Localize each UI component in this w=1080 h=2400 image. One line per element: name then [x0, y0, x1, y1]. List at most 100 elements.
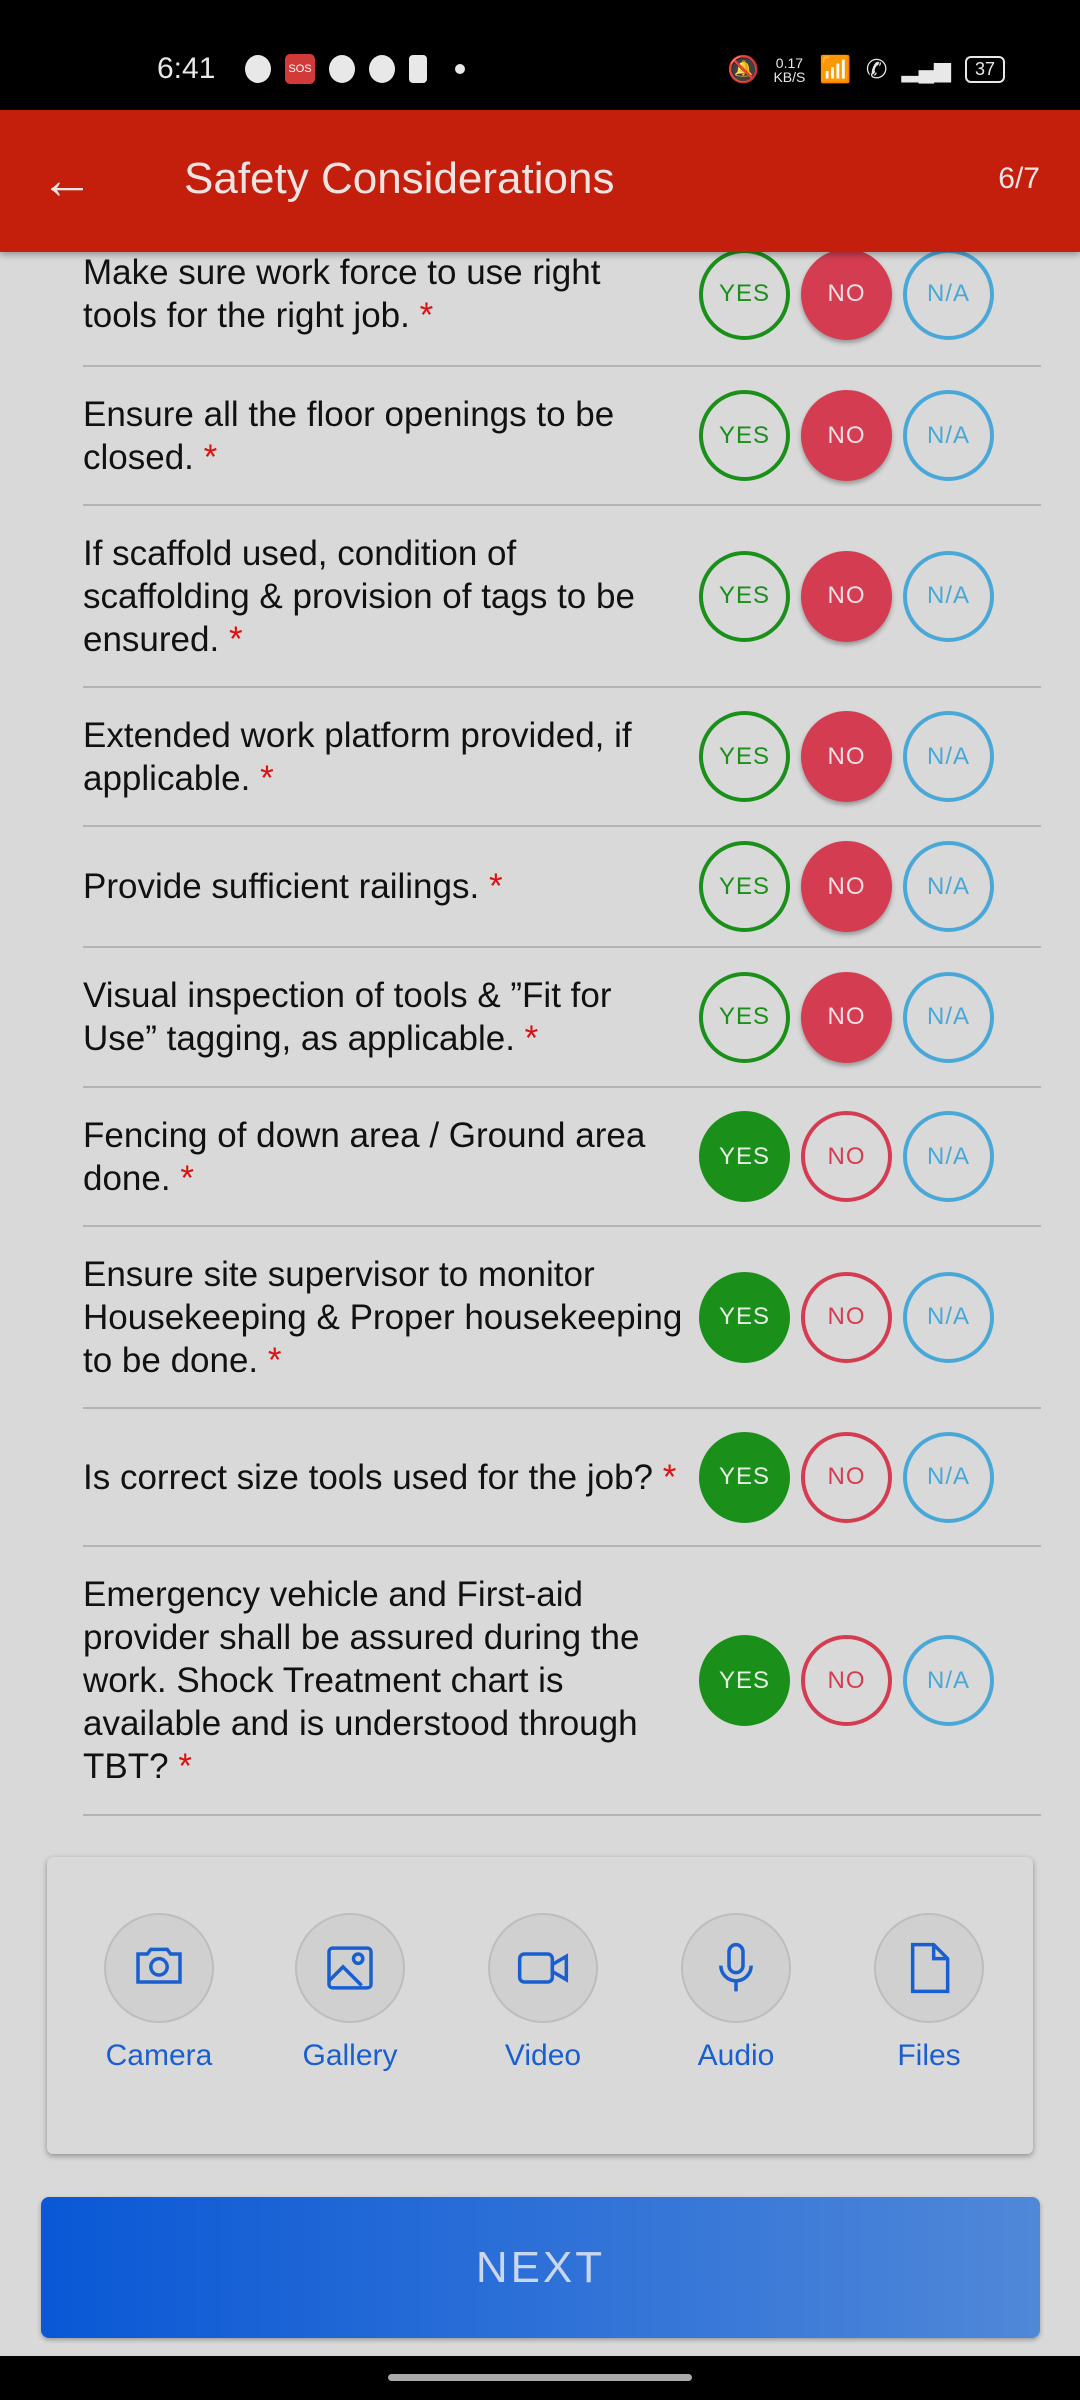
mute-icon: 🔕: [727, 54, 760, 84]
yes-option-button[interactable]: YES: [699, 971, 790, 1063]
answer-options: YES NO N/A: [699, 390, 994, 481]
na-option-button[interactable]: N/A: [903, 711, 994, 802]
na-option-button[interactable]: N/A: [903, 1431, 994, 1523]
answer-options: YES NO N/A: [699, 1111, 994, 1202]
question-text: Fencing of down area / Ground area done.…: [83, 1115, 646, 1198]
gallery-icon[interactable]: [295, 1913, 405, 2023]
required-mark: *: [524, 1019, 539, 1058]
question-row: Is correct size tools used for the job? …: [83, 1409, 1041, 1547]
no-option-button[interactable]: NO: [801, 390, 892, 481]
attach-camera-button[interactable]: Camera: [84, 1913, 234, 2073]
home-handle[interactable]: [388, 2374, 692, 2381]
app-a-icon: [369, 55, 395, 83]
question-text: Extended work platform provided, if appl…: [83, 715, 632, 798]
no-option-button[interactable]: NO: [801, 971, 892, 1063]
yes-option-button[interactable]: YES: [699, 248, 790, 340]
answer-options: YES NO N/A: [699, 841, 994, 932]
no-option-button[interactable]: NO: [801, 1431, 892, 1523]
attach-label: Camera: [105, 2039, 213, 2072]
more-dot-icon: [455, 64, 465, 74]
status-bar: 6:41 SOS 🔕 0.17 KB/S 📶 ✆ ▂▄▆ 37: [0, 0, 1080, 110]
question-row: Visual inspection of tools & ”Fit for Us…: [83, 948, 1041, 1088]
yes-option-button[interactable]: YES: [699, 390, 790, 481]
question-row: Make sure work force to use right tools …: [83, 223, 1041, 367]
signal-icon: ▂▄▆: [901, 56, 951, 82]
attach-gallery-button[interactable]: Gallery: [275, 1913, 425, 2073]
no-option-button[interactable]: NO: [801, 1271, 892, 1363]
yes-option-button[interactable]: YES: [699, 550, 790, 642]
camera-icon[interactable]: [104, 1913, 214, 2023]
na-option-button[interactable]: N/A: [903, 1111, 994, 1202]
wifi-icon: 📶: [819, 54, 852, 84]
question-row: Extended work platform provided, if appl…: [83, 688, 1041, 827]
no-option-button[interactable]: NO: [801, 550, 892, 642]
navigation-bar: [0, 2356, 1080, 2400]
required-mark: *: [488, 867, 503, 906]
microphone-icon[interactable]: [681, 1913, 791, 2023]
attach-label: Video: [504, 2039, 582, 2072]
page-title: Safety Considerations: [184, 154, 615, 203]
question-text: Make sure work force to use right tools …: [83, 253, 601, 335]
file-icon[interactable]: [874, 1913, 984, 2023]
question-row: Fencing of down area / Ground area done.…: [83, 1088, 1041, 1227]
yes-option-button[interactable]: YES: [699, 1635, 790, 1726]
notification-icon: [329, 55, 355, 83]
answer-options: YES NO N/A: [699, 248, 994, 340]
na-option-button[interactable]: N/A: [903, 248, 994, 340]
yes-option-button[interactable]: YES: [699, 841, 790, 932]
sos-icon: SOS: [285, 54, 315, 84]
video-icon[interactable]: [488, 1913, 598, 2023]
attach-label: Audio: [697, 2039, 775, 2072]
attach-video-button[interactable]: Video: [468, 1913, 618, 2073]
yes-option-button[interactable]: YES: [699, 711, 790, 802]
na-option-button[interactable]: N/A: [903, 390, 994, 481]
question-row: Ensure all the floor openings to be clos…: [83, 367, 1041, 506]
bing-icon: [409, 55, 427, 83]
question-text: Ensure site supervisor to monitor Housek…: [83, 1254, 683, 1380]
required-mark: *: [203, 437, 218, 477]
question-row: Provide sufficient railings. * YES NO N/A: [83, 827, 1041, 948]
app-bar: ← Safety Considerations 6/7: [0, 110, 1080, 252]
required-mark: *: [178, 1747, 192, 1786]
attach-files-button[interactable]: Files: [854, 1913, 1004, 2073]
required-mark: *: [260, 758, 274, 798]
required-mark: *: [228, 619, 243, 659]
question-row: Emergency vehicle and First-aid provider…: [83, 1547, 1041, 1816]
no-option-button[interactable]: NO: [801, 1111, 892, 1202]
attach-label: Files: [897, 2039, 961, 2072]
back-arrow-icon[interactable]: ←: [40, 150, 94, 210]
na-option-button[interactable]: N/A: [903, 971, 994, 1063]
step-counter: 6/7: [998, 162, 1040, 195]
yes-option-button[interactable]: YES: [699, 1271, 790, 1363]
na-option-button[interactable]: N/A: [903, 841, 994, 932]
attach-audio-button[interactable]: Audio: [661, 1913, 811, 2073]
question-text: Visual inspection of tools & ”Fit for Us…: [83, 976, 612, 1058]
answer-options: YES NO N/A: [699, 971, 994, 1063]
required-mark: *: [267, 1340, 282, 1380]
na-option-button[interactable]: N/A: [903, 1635, 994, 1726]
call-icon: ✆: [865, 54, 888, 84]
required-mark: *: [419, 296, 434, 335]
required-mark: *: [180, 1158, 194, 1198]
question-row: If scaffold used, condition of scaffoldi…: [83, 506, 1041, 688]
yes-option-button[interactable]: YES: [699, 1111, 790, 1202]
question-text: Emergency vehicle and First-aid provider…: [83, 1575, 640, 1786]
na-option-button[interactable]: N/A: [903, 1271, 994, 1363]
no-option-button[interactable]: NO: [801, 841, 892, 932]
no-option-button[interactable]: NO: [801, 1635, 892, 1726]
battery-icon: 37: [964, 56, 1005, 83]
question-text: Is correct size tools used for the job? …: [83, 1457, 677, 1497]
network-speed: 0.17 KB/S: [773, 54, 806, 85]
answer-options: YES NO N/A: [699, 1271, 994, 1363]
required-mark: *: [662, 1457, 677, 1497]
attachment-card: Camera Gallery Video Audio Files: [47, 1857, 1033, 2154]
question-text: Provide sufficient railings. *: [83, 867, 503, 906]
next-button[interactable]: NEXT: [41, 2197, 1040, 2338]
no-option-button[interactable]: NO: [801, 711, 892, 802]
question-text: If scaffold used, condition of scaffoldi…: [83, 533, 635, 659]
yes-option-button[interactable]: YES: [699, 1431, 790, 1523]
na-option-button[interactable]: N/A: [903, 550, 994, 642]
attach-label: Gallery: [302, 2039, 398, 2072]
answer-options: YES NO N/A: [699, 550, 994, 642]
no-option-button[interactable]: NO: [801, 248, 892, 340]
